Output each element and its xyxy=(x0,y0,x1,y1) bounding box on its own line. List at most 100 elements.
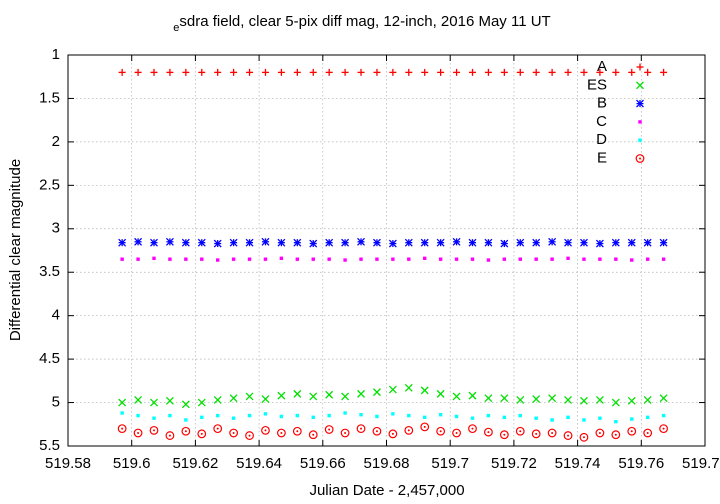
marker-square xyxy=(327,257,331,261)
marker-dot xyxy=(519,430,522,433)
data-point xyxy=(181,400,190,409)
data-point xyxy=(516,238,525,247)
marker-square xyxy=(486,413,491,418)
data-point xyxy=(453,68,461,76)
data-point xyxy=(564,238,573,247)
data-point xyxy=(343,411,347,415)
marker-square xyxy=(518,413,522,418)
legend-marker xyxy=(635,154,645,163)
marker-dot xyxy=(296,430,299,433)
data-point xyxy=(276,428,286,438)
data-point xyxy=(168,413,172,418)
data-point xyxy=(245,431,254,440)
y-tick-label: 3 xyxy=(52,220,60,237)
marker-dot xyxy=(280,431,283,434)
marker-square xyxy=(407,257,411,261)
marker-stroke xyxy=(134,395,143,404)
marker-square xyxy=(614,257,618,261)
marker-stroke xyxy=(357,389,365,398)
data-point xyxy=(566,256,570,261)
data-point xyxy=(611,238,620,247)
marker-stroke xyxy=(532,395,541,404)
marker-square xyxy=(120,411,124,415)
data-point xyxy=(149,425,159,435)
data-point xyxy=(388,385,397,394)
data-point xyxy=(420,386,429,395)
data-point xyxy=(391,257,395,261)
marker-dot xyxy=(312,433,315,436)
marker-square xyxy=(438,413,443,417)
marker-square xyxy=(423,256,427,261)
marker-ring xyxy=(468,424,477,434)
marker-square xyxy=(215,413,220,418)
data-point xyxy=(644,68,652,76)
marker-stroke xyxy=(277,391,286,400)
data-point xyxy=(197,238,206,247)
data-point xyxy=(279,256,284,261)
data-point xyxy=(261,68,269,76)
data-point xyxy=(197,429,207,439)
data-point xyxy=(405,68,413,76)
data-point xyxy=(247,257,252,261)
marker-stroke xyxy=(309,392,318,401)
data-point xyxy=(516,395,525,404)
data-point xyxy=(547,428,557,438)
marker-stroke xyxy=(548,394,557,403)
marker-square xyxy=(279,414,284,419)
marker-dot xyxy=(121,427,124,430)
data-point xyxy=(293,389,302,398)
marker-dot xyxy=(391,432,394,435)
data-point xyxy=(499,430,509,440)
x-tick-label: 519.74 xyxy=(555,455,601,472)
legend-label: A xyxy=(597,58,607,75)
marker-stroke xyxy=(452,392,461,401)
marker-square xyxy=(614,419,618,424)
marker-ring xyxy=(420,422,430,432)
data-point xyxy=(215,413,220,418)
marker-stroke xyxy=(404,383,413,392)
data-point xyxy=(309,239,318,248)
marker-dot xyxy=(152,429,155,432)
data-point xyxy=(215,258,220,262)
marker-ring xyxy=(165,431,175,440)
marker-stroke xyxy=(213,395,222,404)
data-point xyxy=(550,257,554,261)
marker-stroke xyxy=(181,400,190,409)
marker-dot xyxy=(471,427,474,430)
marker-dot xyxy=(630,430,633,433)
marker-stroke xyxy=(500,394,509,403)
marker-ring xyxy=(181,426,191,436)
data-point xyxy=(372,238,381,247)
data-point xyxy=(423,415,427,420)
marker-dot xyxy=(360,427,363,430)
marker-ring xyxy=(197,429,207,439)
marker-square xyxy=(184,418,188,422)
marker-square xyxy=(168,257,172,261)
data-point xyxy=(279,414,284,419)
data-point xyxy=(372,426,382,436)
marker-stroke xyxy=(659,394,668,403)
marker-dot xyxy=(375,430,378,433)
marker-ring xyxy=(149,425,159,435)
data-point xyxy=(134,68,142,76)
data-point xyxy=(423,256,427,261)
y-tick-label: 3.5 xyxy=(39,263,60,280)
data-point xyxy=(324,425,334,434)
marker-square xyxy=(327,413,331,418)
data-point xyxy=(532,68,540,76)
data-point xyxy=(150,68,158,76)
data-point xyxy=(643,395,652,404)
data-point xyxy=(120,411,124,415)
marker-square xyxy=(279,256,284,261)
data-point xyxy=(373,68,381,76)
data-point xyxy=(596,68,604,76)
marker-square xyxy=(661,413,666,418)
data-point xyxy=(630,417,634,421)
data-point xyxy=(484,68,492,76)
marker-stroke xyxy=(484,394,493,403)
data-point xyxy=(548,237,557,246)
data-point xyxy=(325,390,334,399)
data-point xyxy=(659,394,668,403)
data-point xyxy=(341,68,349,76)
marker-ring xyxy=(499,430,509,440)
